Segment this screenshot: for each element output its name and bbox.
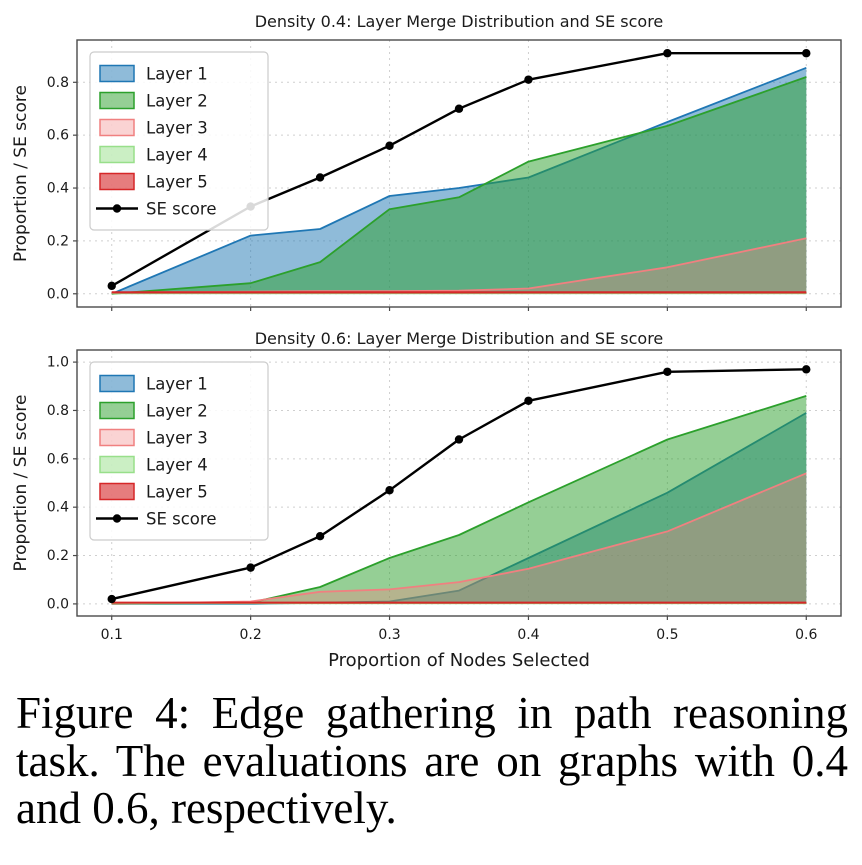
chart-density-0.4: 0.0 0.2 0.4 0.6 0.8 Density 0.4: Layer Merge … — [11, 12, 842, 311]
chart-density-0.6: 0.0 0.2 0.4 0.6 0.8 1.0 0.1 0.2 0.3 0.4 0.5 0.6 Dens… — [11, 329, 842, 671]
x-tick-label: 0.2 — [240, 627, 262, 643]
x-tick-label: 0.1 — [101, 627, 123, 643]
y-tick-label: 0.4 — [47, 500, 69, 516]
legend-patch-1 — [99, 374, 135, 393]
se-score-marker — [663, 49, 672, 58]
boundary-layer-3 — [111, 472, 807, 605]
chart-title: Density 0.4: Layer Merge Distribution an… — [255, 12, 664, 31]
se-score-marker — [315, 173, 325, 182]
se-score-marker — [246, 563, 255, 572]
x-tick-label: 0.3 — [378, 627, 400, 643]
y-axis-label: Proportion / SE score — [11, 395, 31, 572]
x-tick-label: 0.4 — [517, 627, 539, 643]
y-tick-label: 0.4 — [47, 181, 69, 197]
se-score-marker — [802, 365, 811, 374]
y-tick-label: 1.0 — [47, 355, 69, 371]
legend-label: Layer 5 — [146, 173, 208, 192]
legend-patch-4 — [99, 145, 135, 164]
legend-label: Layer 2 — [146, 92, 208, 111]
y-tick-label: 0.6 — [47, 451, 69, 467]
legend-label: SE score — [146, 200, 216, 219]
se-score-line — [111, 368, 807, 601]
legend-label: SE score — [146, 510, 216, 529]
plot-frame — [76, 349, 842, 617]
y-tick-label: 0.2 — [47, 233, 69, 249]
se-score-marker — [802, 49, 811, 58]
se-score-marker — [524, 396, 533, 405]
se-score-marker — [454, 104, 464, 113]
legend-label: Layer 4 — [146, 456, 208, 475]
y-tick-label: 0.8 — [47, 403, 69, 419]
boundary-layer-2 — [111, 76, 807, 295]
x-axis-label: Proportion of Nodes Selected — [328, 650, 590, 671]
y-tick-label: 0.2 — [47, 548, 69, 564]
legend-patch-2 — [99, 401, 135, 420]
legend-label: Layer 3 — [146, 119, 208, 138]
legend-patch-3 — [99, 118, 135, 137]
area-layer-3 — [111, 473, 807, 604]
legend-label: Layer 2 — [146, 402, 208, 421]
legend-label: Layer 1 — [146, 375, 208, 394]
legend-se-marker — [112, 204, 122, 213]
legend-patch-3 — [99, 428, 135, 447]
y-tick-label: 0.0 — [47, 286, 69, 302]
legend-se-marker — [112, 514, 122, 523]
area-layer-2 — [111, 77, 807, 294]
figure-caption: Figure 4: Edge gathering in path reasoni… — [16, 688, 848, 834]
area-layer-2 — [111, 395, 807, 604]
legend-patch-5 — [99, 172, 135, 191]
x-tick-label: 0.5 — [656, 627, 678, 643]
se-score-marker — [107, 594, 116, 604]
y-axis-label: Proportion / SE score — [11, 85, 31, 262]
legend-label: Layer 3 — [146, 429, 208, 448]
se-score-marker — [107, 281, 116, 291]
legend-patch-1 — [99, 64, 135, 83]
plot-frame — [76, 39, 842, 308]
chart-title: Density 0.6: Layer Merge Distribution an… — [255, 329, 664, 348]
legend-label: Layer 4 — [146, 146, 208, 165]
y-tick-label: 0.6 — [47, 128, 69, 144]
se-score-marker — [315, 532, 325, 541]
se-score-marker — [524, 75, 533, 84]
se-score-marker — [385, 141, 394, 150]
legend-patch-5 — [99, 482, 135, 501]
legend-label: Layer 5 — [146, 483, 208, 502]
se-score-marker — [385, 486, 394, 495]
legend-patch-2 — [99, 91, 135, 110]
y-tick-label: 0.0 — [47, 596, 69, 612]
x-tick-label: 0.6 — [795, 627, 817, 643]
se-score-marker — [663, 367, 672, 376]
area-layer-3 — [111, 238, 807, 294]
legend-label: Layer 1 — [146, 65, 208, 84]
se-score-marker — [454, 435, 464, 444]
y-tick-label: 0.8 — [47, 75, 69, 91]
legend-patch-4 — [99, 455, 135, 474]
